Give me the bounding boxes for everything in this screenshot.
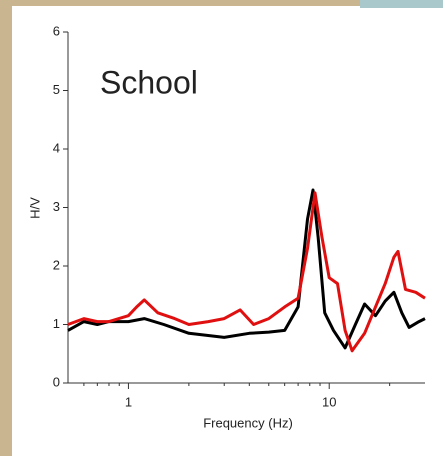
- y-tick-label: 4: [53, 140, 60, 155]
- y-tick-label: 6: [53, 23, 60, 38]
- annotation: School: [100, 64, 198, 100]
- line-series: [67, 188, 426, 350]
- y-tick-label: 3: [53, 199, 60, 214]
- x-tick-label: 1: [125, 394, 132, 409]
- y-axis-label: H/V: [27, 197, 42, 219]
- x-axis-label: Frequency (Hz): [203, 415, 293, 430]
- x-tick-label: 10: [322, 394, 336, 409]
- line-series: [67, 191, 426, 353]
- y-tick-label: 0: [53, 374, 60, 389]
- y-tick-label: 5: [53, 82, 60, 97]
- y-tick-label: 2: [53, 257, 60, 272]
- panel: [12, 6, 443, 456]
- y-tick-label: 1: [53, 316, 60, 331]
- corner-tile: [360, 0, 443, 8]
